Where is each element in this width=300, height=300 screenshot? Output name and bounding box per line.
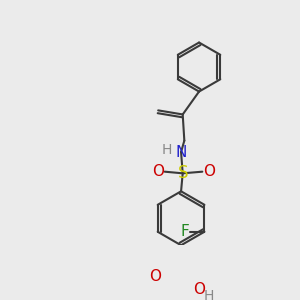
Text: O: O bbox=[203, 164, 215, 179]
Text: H: H bbox=[161, 142, 172, 157]
Text: O: O bbox=[149, 269, 161, 284]
Text: N: N bbox=[176, 145, 187, 160]
Text: H: H bbox=[204, 289, 214, 300]
Text: O: O bbox=[193, 282, 205, 297]
Text: O: O bbox=[152, 164, 164, 179]
Text: S: S bbox=[178, 164, 188, 182]
Text: F: F bbox=[180, 224, 189, 239]
